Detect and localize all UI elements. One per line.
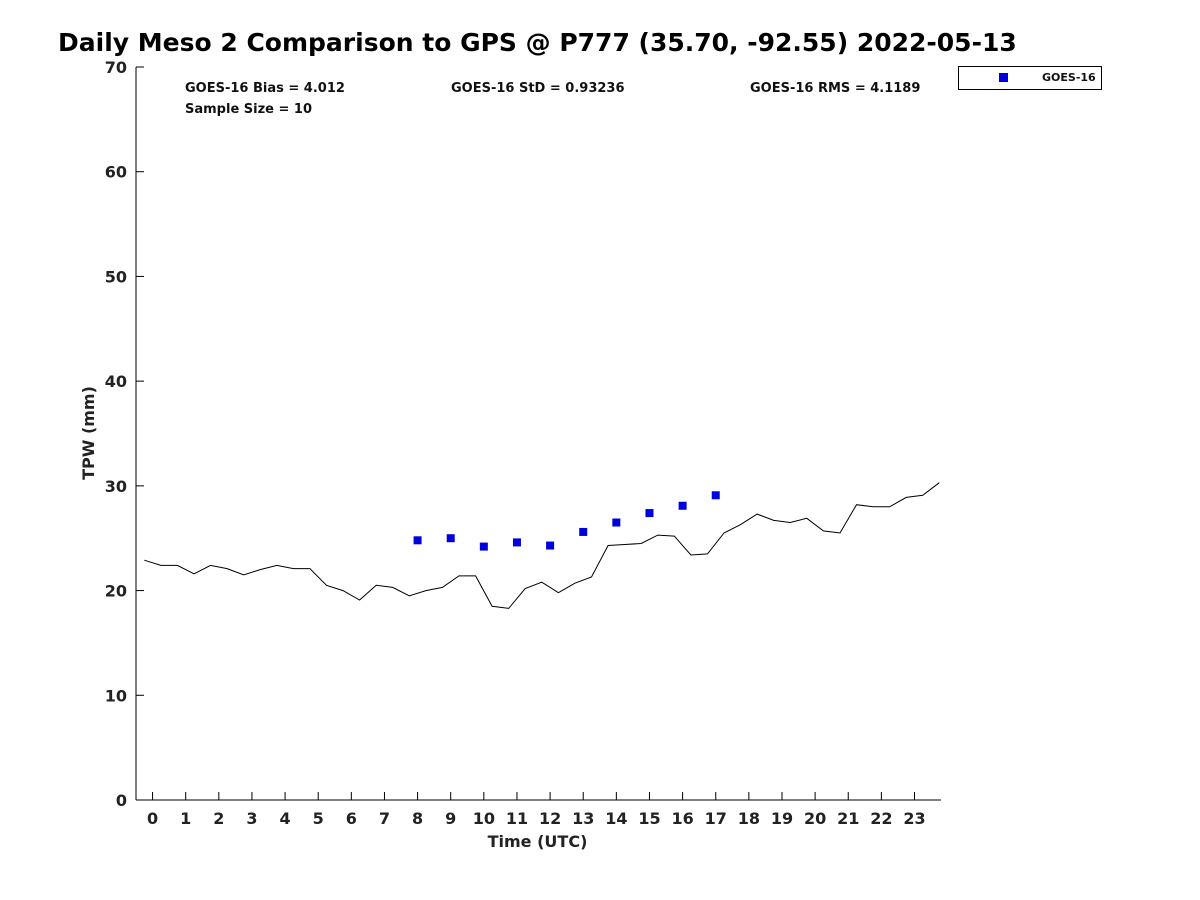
goes16-data-point	[512, 538, 521, 547]
y-tick-label: 10	[105, 686, 127, 705]
x-tick-label: 11	[506, 809, 528, 828]
x-tick-label: 20	[804, 809, 826, 828]
goes16-data-point	[645, 509, 654, 518]
legend-box	[958, 66, 1102, 90]
y-tick-label: 0	[116, 791, 127, 810]
y-tick-label: 40	[105, 372, 127, 391]
legend: GOES-16	[958, 66, 1102, 90]
x-tick-label: 14	[605, 809, 627, 828]
goes16-data-point	[612, 518, 621, 527]
rms-text: GOES-16 RMS = 4.1189	[750, 81, 920, 96]
x-tick-label: 2	[213, 809, 224, 828]
x-tick-label: 18	[738, 809, 760, 828]
x-tick-label: 17	[705, 809, 727, 828]
gps-tpw-line	[144, 482, 940, 609]
y-tick-label: 70	[105, 58, 127, 77]
x-tick-label: 4	[280, 809, 291, 828]
y-tick-label: 30	[105, 477, 127, 496]
bias-text: GOES-16 Bias = 4.012	[185, 81, 345, 96]
y-tick-label: 50	[105, 267, 127, 286]
x-tick-label: 10	[473, 809, 495, 828]
goes16-data-point	[711, 491, 720, 500]
goes16-data-point	[579, 527, 588, 536]
x-tick-label: 21	[837, 809, 859, 828]
sample-size-text: Sample Size = 10	[185, 102, 312, 117]
x-tick-label: 3	[246, 809, 257, 828]
chart-title: Daily Meso 2 Comparison to GPS @ P777 (3…	[58, 28, 1017, 57]
x-tick-label: 8	[412, 809, 423, 828]
goes16-data-point	[546, 541, 555, 550]
goes16-data-point	[446, 534, 455, 543]
x-tick-label: 6	[346, 809, 357, 828]
x-tick-label: 1	[180, 809, 191, 828]
y-axis-label: TPW (mm)	[79, 386, 98, 480]
std-text: GOES-16 StD = 0.93236	[451, 81, 625, 96]
x-tick-label: 0	[147, 809, 158, 828]
x-tick-label: 22	[870, 809, 892, 828]
x-tick-label: 19	[771, 809, 793, 828]
x-tick-label: 5	[313, 809, 324, 828]
x-tick-label: 12	[539, 809, 561, 828]
goes16-data-point	[479, 542, 488, 551]
x-tick-label: 16	[671, 809, 693, 828]
x-tick-label: 9	[445, 809, 456, 828]
goes16-data-point	[678, 501, 687, 510]
y-tick-label: 60	[105, 163, 127, 182]
goes16-data-point	[413, 536, 422, 545]
x-tick-label: 13	[572, 809, 594, 828]
x-tick-label: 23	[903, 809, 925, 828]
legend-marker	[999, 73, 1008, 82]
x-tick-label: 15	[638, 809, 660, 828]
y-tick-label: 20	[105, 582, 127, 601]
legend-label: GOES-16	[1042, 71, 1096, 84]
x-axis-label: Time (UTC)	[488, 832, 588, 851]
x-tick-label: 7	[379, 809, 390, 828]
